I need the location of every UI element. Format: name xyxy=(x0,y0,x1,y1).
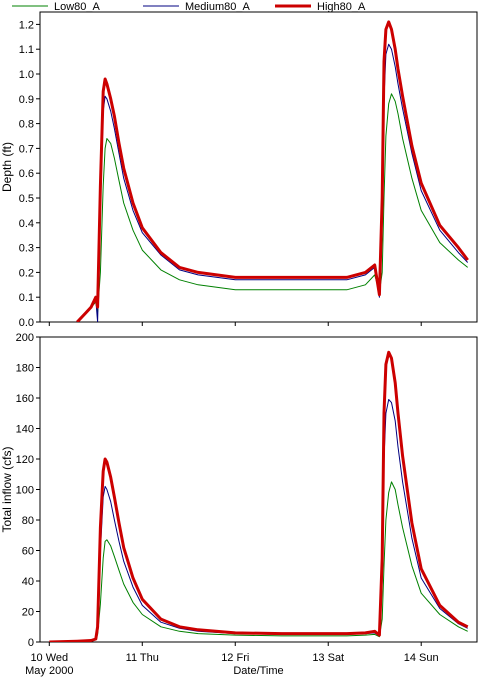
x-sublabel: May 2000 xyxy=(25,665,73,677)
x-tick-label: 11 Thu xyxy=(126,652,159,664)
y-tick-label: 40 xyxy=(22,576,34,588)
y-tick-label: 20 xyxy=(22,607,34,619)
x-tick-label: 10 Wed xyxy=(30,652,68,664)
y-tick-label: 120 xyxy=(16,454,34,466)
depth-chart-panel: 0.0 0.1 0.2 0.3 0.4 0.5 0.6 0.7 0.8 0.9 1.0 1.1 1.2 D… xyxy=(0,11,478,329)
y-tick-label: 0.9 xyxy=(19,94,34,106)
y-tick-label: 140 xyxy=(16,424,34,436)
x-axis-label: Date/Time xyxy=(233,665,283,677)
legend-item-low80-a: Low80_A xyxy=(12,1,101,13)
y-tick-label: 0 xyxy=(28,637,34,649)
legend-item-high80-a: High80_A xyxy=(275,1,366,13)
legend-label: High80_A xyxy=(317,1,366,13)
x-tick-label: 12 Fri xyxy=(221,652,249,664)
y-tick-label: 200 xyxy=(16,332,34,344)
y-tick-label: 60 xyxy=(22,546,34,558)
x-tick-label: 13 Sat xyxy=(312,652,344,664)
y-tick-label: 180 xyxy=(16,363,34,375)
y-tick-label: 80 xyxy=(22,515,34,527)
series-line-low80-a xyxy=(76,93,469,322)
legend-label: Medium80_A xyxy=(185,1,250,13)
series-line-low80-a xyxy=(49,481,468,642)
y-tick-label: 0.4 xyxy=(19,218,34,230)
y-tick-label: 160 xyxy=(16,393,34,405)
y-tick-label: 0.0 xyxy=(19,317,34,329)
inflow-chart-panel: 0 20 40 60 80 100 120 140 160 180 200 Total inflow … xyxy=(0,332,478,677)
y-tick-label: 1.1 xyxy=(19,44,34,56)
y-tick-label: 0.3 xyxy=(19,243,34,255)
y-tick-label: 100 xyxy=(16,485,34,497)
legend: Low80_A Medium80_A High80_A xyxy=(12,1,366,13)
legend-label: Low80_A xyxy=(54,1,101,13)
y-axis-label: Total inflow (cfs) xyxy=(0,446,14,532)
x-tick-label: 14 Sun xyxy=(404,652,439,664)
y-tick-label: 0.1 xyxy=(19,292,34,304)
legend-item-medium80-a: Medium80_A xyxy=(143,1,250,13)
y-axis-label: Depth (ft) xyxy=(0,142,14,192)
plot-frame xyxy=(39,11,478,323)
y-tick-label: 0.8 xyxy=(19,119,34,131)
y-tick-label: 0.5 xyxy=(19,193,34,205)
y-tick-label: 0.7 xyxy=(19,143,34,155)
series-line-high80-a xyxy=(76,20,469,322)
y-tick-label: 1.0 xyxy=(19,69,34,81)
plot-frame xyxy=(39,336,478,643)
series-line-high80-a xyxy=(49,350,469,642)
y-tick-label: 0.6 xyxy=(19,168,34,180)
y-tick-label: 0.2 xyxy=(19,267,34,279)
y-tick-label: 1.2 xyxy=(19,19,34,31)
